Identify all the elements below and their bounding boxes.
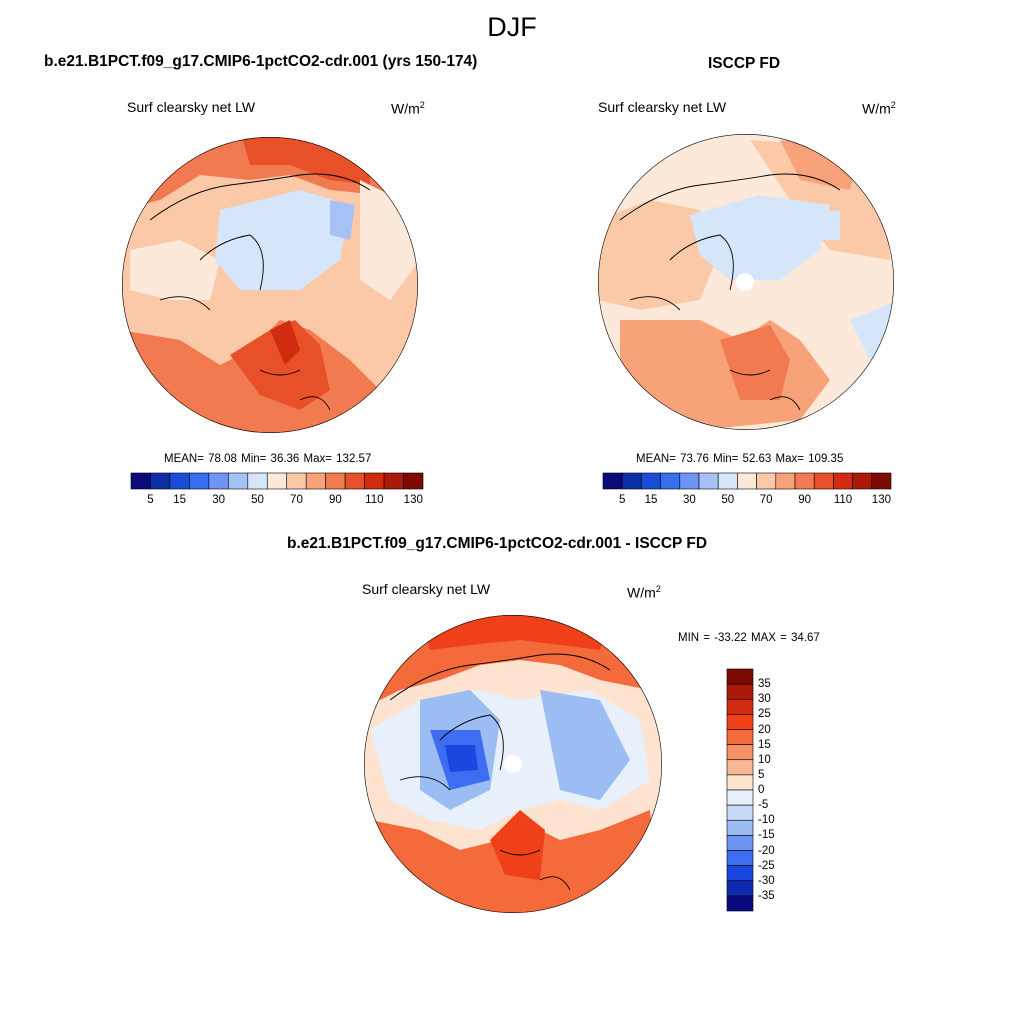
colorbar-tick-label: 90	[798, 494, 811, 506]
colorbar-box	[726, 744, 754, 761]
colorbar-box	[660, 472, 681, 490]
colorbar-tick-label: 10	[758, 753, 771, 766]
colorbar-tick-label: 70	[290, 494, 303, 506]
colorbar-tick-label: 30	[212, 494, 225, 506]
panel1-colorbar-ticks: 5 15 30 50 70 90 110 130	[131, 494, 423, 510]
colorbar-tick-label: 90	[328, 494, 342, 506]
colorbar-box	[403, 472, 424, 490]
panel1-units: W/m2	[391, 100, 425, 117]
colorbar-tick-label: 15	[173, 494, 187, 506]
colorbar-tick-label: -15	[758, 829, 775, 842]
colorbar-tick-label: 110	[365, 494, 384, 506]
panel3-stats: MIN = -33.22 MAX = 34.67	[678, 632, 820, 644]
colorbar-tick-label: 50	[721, 494, 735, 506]
colorbar-box	[698, 472, 719, 490]
colorbar-box	[208, 472, 229, 490]
colorbar-box	[726, 759, 754, 776]
panel3-variable-label: Surf clearsky net LW	[362, 581, 491, 597]
colorbar-box	[344, 472, 365, 490]
colorbar-box	[679, 472, 700, 490]
colorbar-box	[813, 472, 834, 490]
colorbar-tick-label: 35	[758, 678, 771, 691]
colorbar-box	[726, 850, 754, 866]
colorbar-box	[726, 819, 754, 836]
colorbar-box	[726, 789, 754, 806]
panel3-map	[364, 615, 662, 913]
colorbar-tick-label: -10	[758, 814, 775, 827]
colorbar-box	[737, 472, 757, 490]
panel2-title: ISCCP FD	[708, 55, 781, 72]
colorbar-tick-label: 25	[758, 708, 771, 721]
panel3-colorbar-ticks: 35 30 25 20 15 10 5 0 -5 -10 -15 -20 -25 -30 -35	[758, 669, 798, 911]
colorbar-tick-label: 0	[758, 784, 765, 796]
panel1-variable-label: Surf clearsky net LW	[127, 99, 256, 115]
colorbar-box	[150, 472, 171, 490]
panel3-units: W/m2	[627, 584, 661, 601]
colorbar-box	[383, 472, 404, 490]
panel1-map	[122, 137, 418, 433]
colorbar-box	[189, 472, 210, 490]
colorbar-box	[130, 472, 151, 490]
colorbar-box	[726, 683, 754, 700]
colorbar-box	[602, 472, 623, 490]
colorbar-tick-label: 30	[758, 693, 771, 706]
panel1-stats: MEAN= 78.08 Min= 36.36 Max= 132.57	[164, 453, 372, 465]
colorbar-tick-label: 130	[403, 494, 423, 506]
colorbar-box	[621, 472, 642, 490]
colorbar-box	[833, 472, 853, 490]
colorbar-tick-label: -25	[758, 859, 775, 872]
panel3-colorbar	[726, 668, 754, 912]
colorbar-box	[305, 472, 326, 490]
colorbar-box	[726, 865, 754, 882]
colorbar-box	[871, 472, 892, 490]
colorbar-tick-label: 110	[833, 494, 853, 506]
colorbar-tick-label: -5	[758, 799, 769, 812]
colorbar-box	[726, 729, 754, 745]
panel1-title: b.e21.B1PCT.f09_g17.CMIP6-1pctCO2-cdr.00…	[44, 53, 478, 70]
colorbar-box	[726, 714, 754, 730]
panel2-variable-label: Surf clearsky net LW	[598, 99, 727, 115]
colorbar-tick-label: 20	[758, 723, 771, 736]
colorbar-box	[641, 472, 661, 490]
colorbar-box	[325, 472, 346, 490]
colorbar-box	[726, 835, 754, 851]
panel1-colorbar	[130, 472, 424, 490]
colorbar-box	[266, 472, 288, 490]
panel2-colorbar	[602, 472, 892, 490]
panel2-colorbar-ticks: 5 15 30 50 70 90 110 130	[603, 494, 891, 510]
colorbar-tick-label: 5	[147, 494, 154, 506]
colorbar-tick-label: 5	[618, 494, 626, 506]
colorbar-box	[364, 472, 385, 490]
panel2-units: W/m2	[862, 100, 896, 117]
colorbar-tick-label: 130	[871, 494, 891, 506]
colorbar-box	[852, 472, 873, 490]
colorbar-box	[717, 472, 738, 490]
colorbar-box	[247, 472, 268, 490]
colorbar-tick-label: 50	[251, 494, 264, 506]
colorbar-tick-label: -35	[758, 889, 775, 902]
colorbar-box	[775, 472, 796, 490]
panel2-stats: MEAN= 73.76 Min= 52.63 Max= 109.35	[636, 453, 844, 465]
colorbar-box	[726, 880, 754, 897]
colorbar-box	[726, 804, 754, 821]
colorbar-box	[228, 472, 249, 490]
colorbar-box	[794, 472, 815, 490]
colorbar-box	[726, 698, 754, 715]
colorbar-box	[286, 472, 307, 490]
colorbar-tick-label: 70	[759, 494, 773, 506]
colorbar-box	[169, 472, 190, 490]
colorbar-tick-label: 30	[682, 494, 696, 506]
colorbar-box	[756, 472, 777, 490]
colorbar-tick-label: 15	[644, 494, 658, 506]
colorbar-box	[726, 774, 754, 791]
colorbar-tick-label: 15	[758, 738, 771, 751]
panel3-title: b.e21.B1PCT.f09_g17.CMIP6-1pctCO2-cdr.00…	[287, 535, 708, 552]
colorbar-box	[726, 668, 754, 685]
colorbar-tick-label: -20	[758, 844, 775, 857]
colorbar-tick-label: 5	[758, 768, 765, 781]
figure-title: DJF	[487, 12, 537, 42]
panel2-map	[598, 134, 894, 430]
colorbar-box	[726, 895, 754, 912]
colorbar-tick-label: -30	[758, 874, 775, 887]
